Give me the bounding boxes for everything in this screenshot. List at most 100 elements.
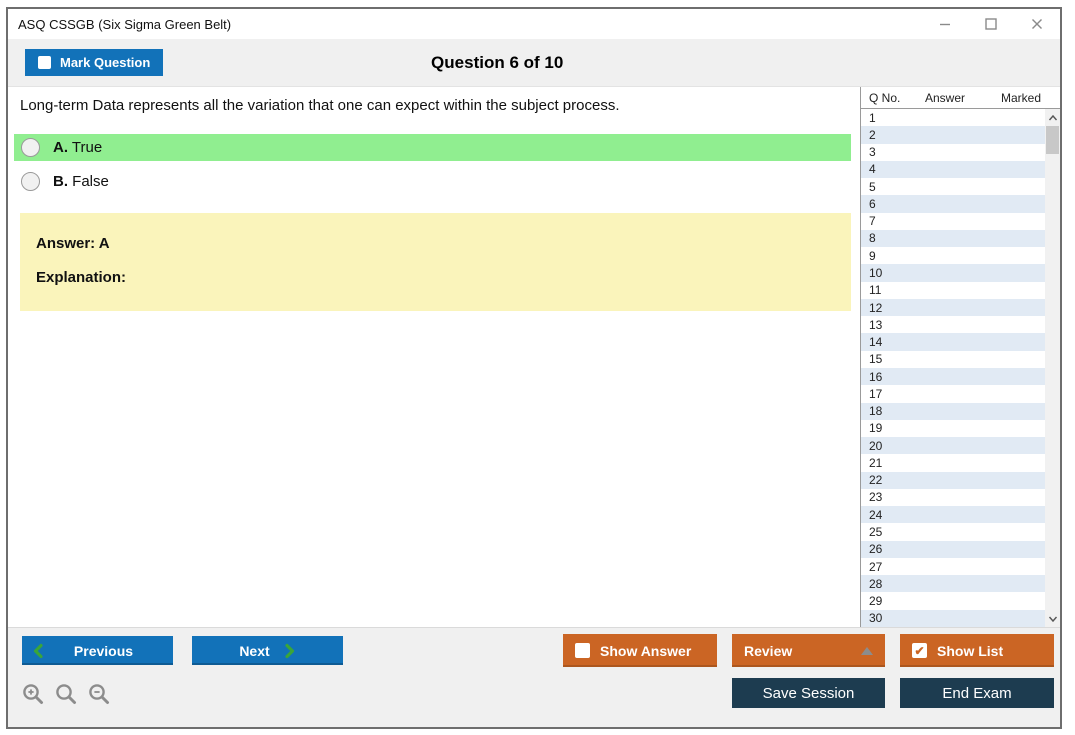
end-exam-button[interactable]: End Exam	[900, 678, 1054, 708]
option-b-label: B. False	[53, 173, 109, 190]
caret-up-icon	[861, 646, 873, 655]
main-area: Long-term Data represents all the variat…	[8, 87, 1060, 627]
question-list-header: Q No. Answer Marked	[861, 87, 1060, 109]
question-list-row[interactable]: 17	[861, 385, 1045, 403]
explanation-text: Explanation:	[36, 269, 127, 286]
zoom-out-icon	[89, 684, 109, 704]
header-band: Mark Question Question 6 of 10	[8, 39, 1060, 87]
next-button[interactable]: Next	[192, 636, 343, 665]
zoom-in-button[interactable]	[20, 681, 46, 707]
app-window: ASQ CSSGB (Six Sigma Green Belt) Mark Qu…	[6, 7, 1062, 729]
question-list-row[interactable]: 25	[861, 523, 1045, 541]
question-list-row[interactable]: 13	[861, 316, 1045, 334]
scroll-down-icon	[1048, 616, 1057, 622]
window-title: ASQ CSSGB (Six Sigma Green Belt)	[18, 16, 232, 32]
minimize-button[interactable]	[922, 9, 968, 39]
question-list-row[interactable]: 29	[861, 592, 1045, 610]
maximize-button[interactable]	[968, 9, 1014, 39]
chevron-right-icon	[285, 643, 294, 658]
question-list-row[interactable]: 22	[861, 471, 1045, 489]
mark-question-label: Mark Question	[60, 55, 151, 70]
window-controls	[922, 9, 1060, 39]
question-list-panel: Q No. Answer Marked 1 2 3 4 5 6 7 8 9 10 11 12 13 14 1…	[860, 87, 1060, 627]
zoom-in-icon	[23, 684, 43, 704]
column-answer: Answer	[925, 90, 966, 105]
review-label: Review	[744, 642, 793, 659]
answer-text: Answer: A	[36, 235, 110, 252]
question-list-row[interactable]: 2	[861, 126, 1045, 144]
close-icon	[1032, 19, 1042, 29]
previous-button[interactable]: Previous	[22, 636, 173, 665]
option-b-radio[interactable]	[21, 172, 40, 191]
chevron-left-icon	[33, 643, 43, 658]
show-list-checkbox[interactable]: ✔	[912, 643, 927, 658]
question-list-row[interactable]: 11	[861, 281, 1045, 299]
option-a-label: A. True	[53, 139, 102, 156]
question-list-row[interactable]: 21	[861, 454, 1045, 472]
question-text: Long-term Data represents all the variat…	[20, 97, 620, 114]
option-a-letter: A.	[53, 139, 68, 156]
zoom-reset-button[interactable]	[53, 681, 79, 707]
question-list-row[interactable]: 8	[861, 229, 1045, 248]
previous-label: Previous	[73, 642, 134, 659]
question-list-body: 1 2 3 4 5 6 7 8 9 10 11 12 13 14 15 16 17 18 19 20 21 22 23 24 2…	[861, 109, 1045, 627]
close-button[interactable]	[1014, 9, 1060, 39]
question-list-row[interactable]: 12	[861, 298, 1045, 317]
question-list-row[interactable]: 23	[861, 488, 1045, 507]
question-list-body-wrap: 1 2 3 4 5 6 7 8 9 10 11 12 13 14 15 16 17 18 19 20 21 22 23 24 2…	[861, 109, 1060, 627]
show-answer-checkbox[interactable]	[575, 643, 590, 658]
question-list-row[interactable]: 20	[861, 437, 1045, 455]
question-list-row[interactable]: 15	[861, 350, 1045, 368]
mark-question-button[interactable]: Mark Question	[25, 49, 164, 76]
question-list-row[interactable]: 7	[861, 212, 1045, 230]
mark-question-checkbox[interactable]	[38, 56, 51, 69]
title-bar: ASQ CSSGB (Six Sigma Green Belt)	[8, 9, 1060, 39]
zoom-out-button[interactable]	[86, 681, 112, 707]
column-marked: Marked	[1001, 90, 1042, 105]
question-list-scrollbar[interactable]	[1045, 109, 1060, 627]
question-list-row[interactable]: 3	[861, 143, 1045, 161]
question-list-row[interactable]: 18	[861, 402, 1045, 420]
question-list-row[interactable]: 26	[861, 540, 1045, 558]
footer-bar: Previous Next Show Answer Review ✔ Show …	[8, 627, 1060, 727]
next-label: Next	[239, 642, 270, 659]
question-list-row[interactable]: 16	[861, 367, 1045, 386]
question-counter: Question 6 of 10	[431, 52, 564, 72]
scroll-up-icon	[1048, 114, 1057, 120]
maximize-icon	[985, 18, 997, 30]
scroll-up-button[interactable]	[1045, 109, 1060, 126]
zoom-tools	[20, 681, 112, 707]
question-area: Long-term Data represents all the variat…	[8, 87, 860, 627]
scrollbar-thumb[interactable]	[1046, 126, 1059, 154]
show-answer-button[interactable]: Show Answer	[563, 634, 717, 667]
option-a-radio[interactable]	[21, 138, 40, 157]
question-list-row[interactable]: 24	[861, 506, 1045, 524]
save-session-button[interactable]: Save Session	[732, 678, 885, 708]
option-b-letter: B.	[53, 173, 68, 190]
show-answer-label: Show Answer	[600, 642, 692, 659]
question-list-row[interactable]: 30	[861, 609, 1045, 627]
option-a-text: True	[71, 139, 103, 156]
question-list-row[interactable]: 14	[861, 333, 1045, 351]
show-list-button[interactable]: ✔ Show List	[900, 634, 1054, 667]
option-b[interactable]: B. False	[14, 168, 851, 195]
question-list-row[interactable]: 6	[861, 195, 1045, 213]
question-list-row[interactable]: 19	[861, 419, 1045, 438]
answer-box: Answer: A Explanation:	[20, 213, 851, 311]
question-list-row[interactable]: 5	[861, 178, 1045, 196]
question-list-row[interactable]: 4	[861, 160, 1045, 179]
question-list-row[interactable]: 1	[861, 109, 1045, 127]
minimize-icon	[940, 23, 950, 26]
question-list-row[interactable]: 28	[861, 575, 1045, 593]
question-list-row[interactable]: 10	[861, 264, 1045, 282]
review-button[interactable]: Review	[732, 634, 885, 667]
option-a[interactable]: A. True	[14, 134, 851, 161]
scroll-down-button[interactable]	[1045, 610, 1060, 627]
option-b-text: False	[72, 173, 109, 190]
question-list-row[interactable]: 9	[861, 247, 1045, 265]
save-session-label: Save Session	[762, 684, 855, 702]
question-list-row[interactable]: 27	[861, 557, 1045, 576]
end-exam-label: End Exam	[942, 684, 1012, 702]
column-q-no: Q No.	[869, 90, 901, 105]
show-list-label: Show List	[937, 642, 1004, 659]
